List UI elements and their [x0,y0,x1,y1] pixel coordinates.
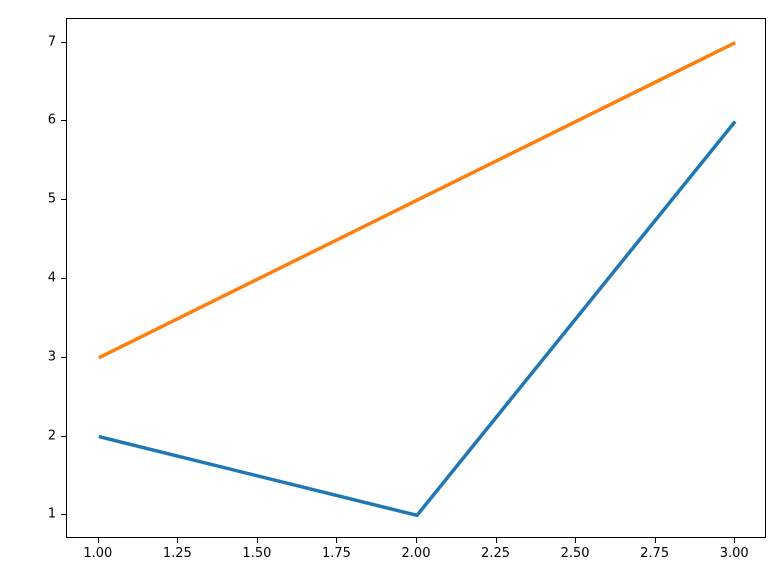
y-tick-mark [61,120,66,121]
x-tick-label: 2.50 [561,546,590,561]
y-tick-mark [61,278,66,279]
y-tick-label: 3 [48,349,56,364]
x-tick-mark [655,538,656,543]
y-tick-label: 7 [48,34,56,49]
y-tick-label: 1 [48,507,56,522]
plot-lines [67,19,767,539]
x-tick-label: 3.00 [720,546,749,561]
x-tick-label: 2.00 [402,546,431,561]
series-blue [99,121,735,515]
y-tick-mark [61,199,66,200]
x-tick-label: 2.25 [481,546,510,561]
x-tick-label: 1.75 [322,546,351,561]
chart-container: 1.00 1.25 1.50 1.75 2.00 2.25 2.50 2.75 3.00 1 2 3 4… [0,0,784,582]
plot-area [66,18,766,538]
x-tick-mark [177,538,178,543]
x-tick-mark [416,538,417,543]
x-tick-mark [734,538,735,543]
x-tick-label: 1.25 [163,546,192,561]
y-tick-label: 5 [48,192,56,207]
x-tick-label: 2.75 [640,546,669,561]
y-tick-mark [61,42,66,43]
x-tick-mark [257,538,258,543]
x-tick-label: 1.50 [242,546,271,561]
x-tick-label: 1.00 [83,546,112,561]
y-tick-mark [61,357,66,358]
x-tick-mark [98,538,99,543]
x-tick-mark [496,538,497,543]
series-orange [99,43,735,358]
y-tick-mark [61,514,66,515]
y-tick-label: 2 [48,428,56,443]
y-tick-label: 6 [48,113,56,128]
x-tick-mark [336,538,337,543]
y-tick-label: 4 [48,271,56,286]
x-tick-mark [575,538,576,543]
y-tick-mark [61,436,66,437]
